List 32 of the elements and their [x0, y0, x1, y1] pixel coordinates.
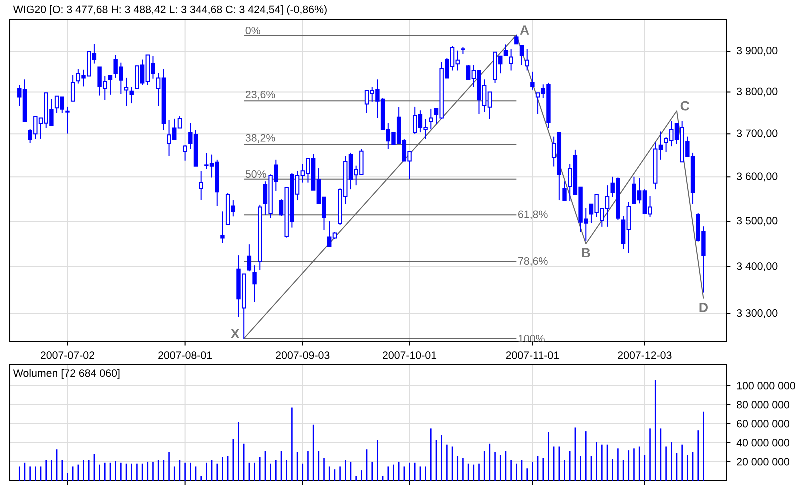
y-tick-label: 3 400,00: [737, 262, 778, 272]
annotation: D: [700, 303, 708, 312]
annotation: 100%: [518, 335, 545, 343]
y-tick-label: 60 000 000: [737, 420, 790, 428]
annotation: A: [520, 26, 530, 35]
x-tick-label: 2007-08-01: [158, 352, 212, 360]
y-tick-label: 20 000 000: [737, 458, 790, 466]
chart-title: WIG20 [O: 3 477,68 H: 3 488,42 L: 3 344,68 C: 3 424,54] (-0,86%): [13, 6, 327, 16]
y-tick-label: 3 900,00: [737, 47, 778, 56]
y-tick-label: 40 000 000: [736, 439, 790, 447]
y-tick-label: 3 700,00: [737, 130, 778, 139]
y-tick-label: 3 600,00: [737, 172, 778, 182]
x-tick-label: 2007-10-01: [383, 352, 437, 360]
y-tick-label: 3 500,00: [737, 217, 778, 226]
annotation: 78,6%: [518, 257, 548, 266]
y-tick-label: 3 800,00: [737, 88, 778, 97]
annotation: 0%: [246, 26, 260, 35]
y-tick-label: 100 000 000: [737, 382, 796, 390]
annotation: 50%: [246, 170, 266, 178]
annotation: 23,6%: [246, 90, 276, 100]
annotation: C: [680, 101, 690, 111]
chart-title: Wolumen [72 684 060]: [13, 369, 120, 380]
annotation: 61,8%: [518, 210, 548, 220]
annotation: X: [230, 329, 240, 338]
y-tick-label: 3 300,00: [737, 310, 778, 318]
x-tick-label: 2007-09-03: [276, 352, 330, 360]
x-tick-label: 2007-07-02: [41, 352, 94, 360]
x-tick-label: 2007-11-01: [506, 352, 560, 360]
annotation: 38,2%: [246, 134, 276, 144]
y-tick-label: 80 000 000: [737, 401, 790, 409]
x-tick-label: 2007-12-03: [618, 352, 672, 360]
annotation: B: [582, 248, 590, 258]
